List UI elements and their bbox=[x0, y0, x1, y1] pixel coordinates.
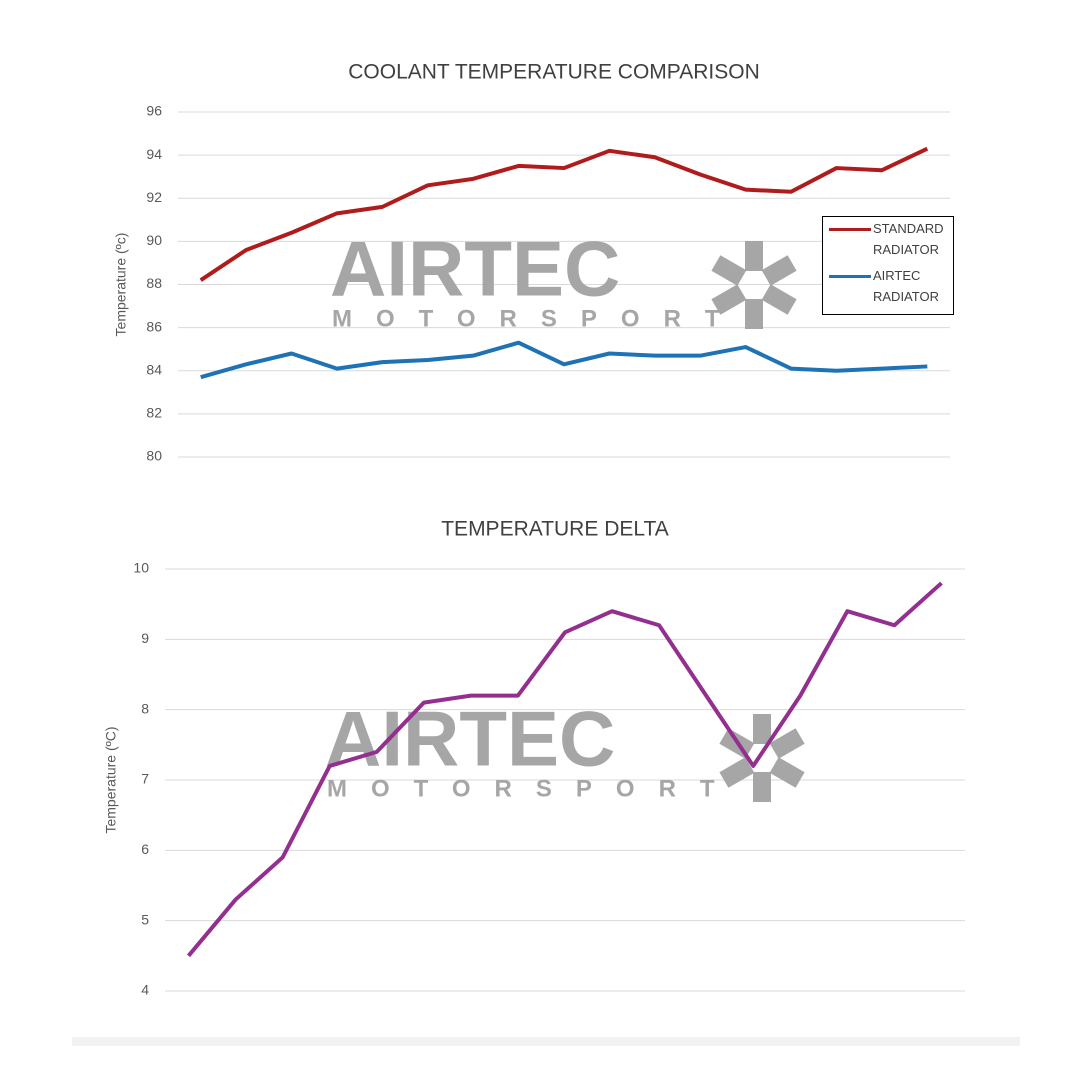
y-tick-label: 9 bbox=[141, 630, 149, 646]
logo-blade bbox=[753, 772, 771, 802]
y-tick-label: 80 bbox=[146, 448, 162, 464]
footer-band bbox=[72, 1037, 1020, 1046]
series-line bbox=[199, 146, 929, 282]
y-tick-label: 84 bbox=[146, 361, 162, 377]
logo-blade bbox=[745, 241, 763, 271]
y-tick-label: 88 bbox=[146, 275, 162, 291]
legend-swatch bbox=[829, 275, 871, 278]
logo-blade bbox=[769, 757, 805, 788]
y-tick-label: 94 bbox=[146, 146, 162, 162]
legend-label: STANDARD RADIATOR bbox=[873, 221, 944, 257]
series-line bbox=[186, 581, 943, 958]
legend: STANDARD RADIATOR AIRTEC RADIATOR bbox=[822, 216, 954, 315]
chart-title: TEMPERATURE DELTA bbox=[441, 518, 669, 541]
chart-title: COOLANT TEMPERATURE COMPARISON bbox=[348, 61, 760, 84]
watermark-sub: MOTORSPORT bbox=[327, 775, 739, 802]
logo-blade bbox=[745, 299, 763, 329]
y-tick-label: 82 bbox=[146, 405, 162, 421]
y-tick-label: 8 bbox=[141, 700, 149, 716]
y-tick-label: 90 bbox=[146, 232, 162, 248]
watermark: AIRTEC bbox=[325, 695, 615, 783]
y-tick-label: 7 bbox=[141, 771, 149, 787]
y-axis-label: Temperature (ºc) bbox=[113, 233, 129, 337]
legend-item: AIRTEC RADIATOR bbox=[829, 268, 949, 307]
y-tick-label: 92 bbox=[146, 189, 162, 205]
y-tick-label: 96 bbox=[146, 103, 162, 119]
legend-item: STANDARD RADIATOR bbox=[829, 221, 949, 260]
logo-blade bbox=[761, 284, 797, 315]
watermark-logo bbox=[711, 241, 797, 329]
logo-blade bbox=[769, 728, 805, 759]
watermark: AIRTEC bbox=[330, 225, 620, 313]
logo-blade bbox=[761, 255, 797, 286]
logo-blade bbox=[753, 714, 771, 744]
y-tick-label: 10 bbox=[133, 560, 149, 576]
y-axis-label: Temperature (ºC) bbox=[103, 726, 119, 833]
logo-blade bbox=[719, 757, 755, 788]
watermark-logo bbox=[719, 714, 805, 802]
watermark-sub: MOTORSPORT bbox=[332, 305, 744, 332]
series-line bbox=[200, 340, 928, 380]
logo-blade bbox=[711, 284, 747, 315]
y-tick-label: 5 bbox=[141, 911, 149, 927]
y-tick-label: 6 bbox=[141, 841, 149, 857]
legend-swatch bbox=[829, 228, 871, 231]
legend-label: AIRTEC RADIATOR bbox=[873, 268, 939, 304]
logo-blade bbox=[711, 255, 747, 286]
y-tick-label: 86 bbox=[146, 318, 162, 334]
y-tick-label: 4 bbox=[141, 982, 149, 998]
